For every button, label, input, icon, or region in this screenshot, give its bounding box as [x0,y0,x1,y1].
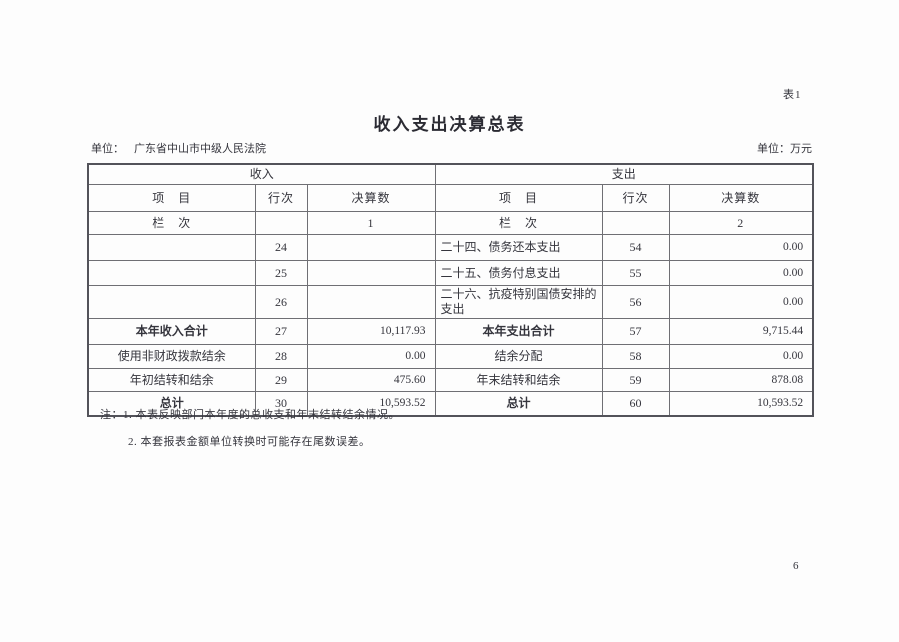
reporting-unit: 单位： 广东省中山市中级人民法院 [87,140,266,156]
expense-amount: 0.00 [668,344,814,369]
expense-index-label: 栏 次 [434,211,603,235]
income-row-number: 24 [254,234,308,261]
expense-item-header: 项 目 [434,184,603,212]
expense-amount-header: 决算数 [668,184,814,212]
table-row: 26 二十六、抗疫特别国债安排的支出 56 0.00 [87,285,814,319]
income-amount [306,285,436,319]
expense-item: 年末结转和结余 [434,368,603,392]
footnote-1: 注：1. 本表反映部门本年度的总收支和年末结转结余情况。 [100,409,400,421]
income-item-header: 项 目 [87,184,256,212]
income-row-number: 28 [254,344,308,369]
expense-rowno-header: 行次 [601,184,670,212]
currency-unit: 单位：万元 [757,143,812,155]
table-row: 总计 30 10,593.52 总计 60 10,593.52 [87,391,814,417]
expense-row-number: 58 [601,344,670,369]
income-row-number: 27 [254,318,308,345]
column-index-row: 栏 次 1 栏 次 2 [87,211,814,235]
expense-item: 二十六、抗疫特别国债安排的支出 [434,285,603,319]
expense-item: 总计 [434,391,603,417]
expense-row-number: 57 [601,318,670,345]
table-number-tag: 表1 [783,89,802,101]
income-item: 总计 [87,391,256,417]
table-row: 24 二十四、债务还本支出 54 0.00 [87,234,814,261]
expense-amount: 0.00 [668,260,814,286]
income-index-blank [254,211,308,235]
table-row: 年初结转和结余 29 475.60 年末结转和结余 59 878.08 [87,368,814,392]
page-number: 6 [793,560,799,572]
expense-row-number: 55 [601,260,670,286]
expense-row-number: 60 [601,391,670,417]
income-item: 本年收入合计 [87,318,256,345]
income-item: 年初结转和结余 [87,368,256,392]
income-amount: 0.00 [306,344,436,369]
expense-amount: 9,715.44 [668,318,814,345]
income-expenditure-summary-table: 收入 支出 项 目 行次 决算数 项 目 行次 决算数 栏 次 1 栏 次 2 [87,163,815,417]
table-row: 本年收入合计 27 10,117.93 本年支出合计 57 9,715.44 [87,318,814,345]
income-index-label: 栏 次 [87,211,256,235]
footnote-2: 2. 本套报表金额单位转换时可能存在尾数误差。 [128,436,371,448]
income-index-number: 1 [306,211,436,235]
unit-row: 单位： 广东省中山市中级人民法院 单位：万元 [87,140,812,156]
table-row: 25 二十五、债务付息支出 55 0.00 [87,260,814,286]
expense-item: 本年支出合计 [434,318,603,345]
income-amount: 10,117.93 [306,318,436,345]
income-section-header: 收入 [87,163,436,185]
income-row-number: 25 [254,260,308,286]
expense-row-number: 59 [601,368,670,392]
expense-amount: 0.00 [668,285,814,319]
income-rowno-header: 行次 [254,184,308,212]
expense-section-header: 支出 [434,163,814,185]
expense-amount: 10,593.52 [668,391,814,417]
income-row-number: 30 [254,391,308,417]
expense-amount: 878.08 [668,368,814,392]
income-item [87,260,256,286]
income-item: 使用非财政拨款结余 [87,344,256,369]
income-row-number: 29 [254,368,308,392]
expense-item: 二十五、债务付息支出 [434,260,603,286]
expense-row-number: 54 [601,234,670,261]
expense-amount: 0.00 [668,234,814,261]
income-amount [306,260,436,286]
income-row-number: 26 [254,285,308,319]
section-header-row: 收入 支出 [87,163,814,185]
income-item [87,234,256,261]
table-row: 使用非财政拨款结余 28 0.00 结余分配 58 0.00 [87,344,814,369]
expense-item: 二十四、债务还本支出 [434,234,603,261]
column-header-row: 项 目 行次 决算数 项 目 行次 决算数 [87,184,814,212]
unit-label: 单位： [91,143,124,155]
income-amount: 10,593.52 [306,391,436,417]
unit-name: 广东省中山市中级人民法院 [134,143,266,155]
income-item [87,285,256,319]
income-amount-header: 决算数 [306,184,436,212]
expense-item: 结余分配 [434,344,603,369]
expense-index-number: 2 [668,211,814,235]
expense-index-blank [601,211,670,235]
income-amount: 475.60 [306,368,436,392]
expense-row-number: 56 [601,285,670,319]
income-amount [306,234,436,261]
page-title: 收入支出决算总表 [373,115,526,134]
